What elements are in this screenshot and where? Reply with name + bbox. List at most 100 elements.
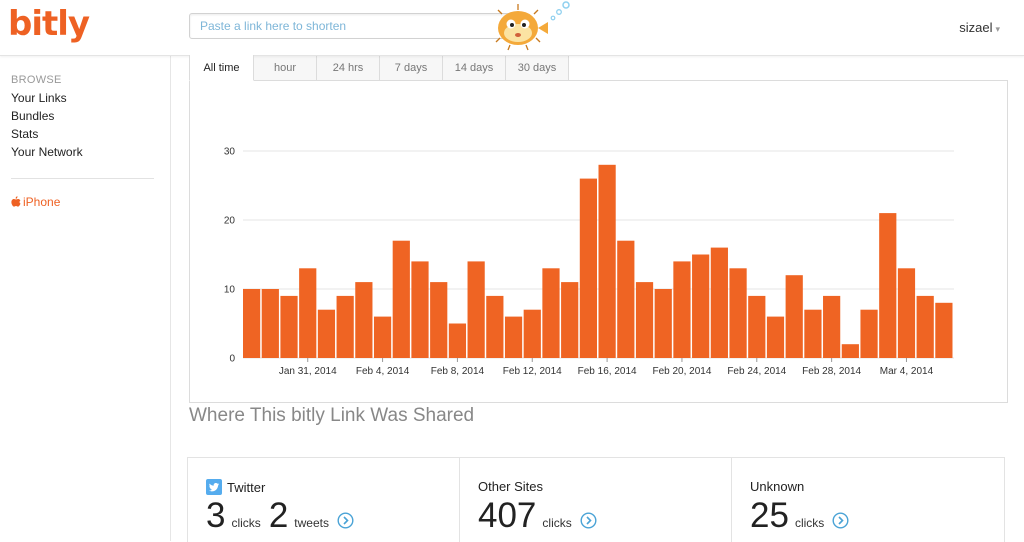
x-tick-label: Feb 8, 2014 [431,366,485,377]
chart-bar[interactable] [355,282,373,358]
chart-bar[interactable] [280,295,298,358]
y-tick-label: 0 [229,354,235,365]
chevron-down-icon: ▾ [995,24,1000,34]
x-tick-label: Mar 4, 2014 [880,366,934,377]
chart-bar[interactable] [617,240,635,358]
chart-bar[interactable] [561,282,579,358]
chart-bar[interactable] [523,309,541,358]
card-title-unknown: Unknown [750,479,805,494]
y-tick-label: 10 [224,285,236,296]
x-tick-label: Feb 24, 2014 [727,366,786,377]
chart-bar[interactable] [729,268,747,358]
chart-bar[interactable] [635,282,654,358]
chart-bar[interactable] [299,268,317,358]
user-menu[interactable]: sizael ▾ [959,20,1000,35]
chart-bar[interactable] [261,289,279,358]
sidebar-item-your-links[interactable]: Your Links [11,91,67,105]
username-label: sizael [959,20,993,35]
pufferfish-mascot-icon [495,1,570,51]
clicks-bar-chart: 0 10 20 30 Jan 31, 2014 Feb 4, 2014 Feb 8, 201… [224,147,954,377]
chart-bar[interactable] [373,316,392,358]
chart-bar[interactable] [411,261,429,358]
other-sites-details-arrow-icon[interactable] [580,512,597,534]
twitter-clicks-value: 3 [206,496,226,535]
y-tick-label: 20 [224,216,236,227]
twitter-tweets-value: 2 [268,496,289,535]
tab-30-days[interactable]: 30 days [505,55,569,81]
x-tick-label: Feb 20, 2014 [652,366,711,377]
tab-24-hrs[interactable]: 24 hrs [316,55,380,81]
chart-bar[interactable] [766,316,785,358]
chart-bar[interactable] [860,309,878,358]
chart-bar[interactable] [336,295,354,358]
chart-bar[interactable] [392,240,410,358]
chart-bar[interactable] [710,247,728,358]
chart-bar[interactable] [486,295,504,358]
twitter-tweets-label: tweets [294,516,329,530]
card-twitter: Twitter 3 clicks 2 tweets [187,458,459,542]
unknown-clicks-label: clicks [794,516,825,530]
tab-hour[interactable]: hour [253,55,317,81]
chart-bar[interactable] [542,268,560,358]
twitter-label: Twitter [227,480,266,495]
chart-bar[interactable] [243,289,261,358]
x-tick-label: Feb 16, 2014 [578,366,637,377]
sidebar-item-iphone[interactable]: iPhone [11,195,60,209]
tab-14-days[interactable]: 14 days [442,55,506,81]
x-tick-label: Feb 28, 2014 [802,366,861,377]
sidebar-item-your-network[interactable]: Your Network [11,145,83,159]
sidebar-item-stats[interactable]: Stats [11,127,39,141]
chart-bar[interactable] [317,309,336,358]
bitly-logo[interactable]: bitly [8,4,90,44]
chart-bar[interactable] [804,309,822,358]
sidebar-divider [11,178,154,179]
iphone-label: iPhone [23,195,61,209]
x-tick-label: Jan 31, 2014 [279,366,337,377]
unknown-stats: 25 clicks [750,496,849,536]
chart-bar[interactable] [504,316,523,358]
other-sites-clicks-value: 407 [478,496,537,535]
chart-bar[interactable] [448,323,467,359]
sidebar-heading-browse: BROWSE [11,74,62,86]
twitter-clicks-label: clicks [231,516,261,530]
twitter-details-arrow-icon[interactable] [337,512,354,534]
chart-bar[interactable] [598,164,616,358]
shared-section-title: Where This bitly Link Was Shared [189,405,475,426]
y-tick-label: 30 [224,147,236,158]
card-title-other-sites: Other Sites [478,479,544,494]
x-tick-label: Feb 12, 2014 [503,366,562,377]
chart-bar[interactable] [935,302,953,358]
card-unknown: Unknown 25 clicks [731,458,1005,542]
chart-bar[interactable] [467,261,485,358]
chart-bar[interactable] [654,289,672,358]
twitter-stats: 3 clicks 2 tweets [206,496,354,536]
chart-bar[interactable] [430,282,448,358]
unknown-clicks-value: 25 [750,496,789,535]
chart-bar[interactable] [748,295,766,358]
chart-bar[interactable] [673,261,691,358]
chart-bar[interactable] [841,344,859,358]
chart-bar[interactable] [916,295,934,358]
chart-bar[interactable] [785,275,803,358]
other-sites-clicks-label: clicks [542,516,572,530]
chart-bar[interactable] [897,268,916,358]
clicks-chart-panel: 0 10 20 30 Jan 31, 2014 Feb 4, 2014 Feb 8, 201… [189,80,1008,403]
sidebar: BROWSE Your Links Bundles Stats Your Net… [0,56,171,541]
chart-bar[interactable] [692,254,710,359]
tab-all-time[interactable]: All time [189,55,254,81]
apple-icon [11,196,21,207]
sidebar-item-bundles[interactable]: Bundles [11,109,55,123]
unknown-details-arrow-icon[interactable] [832,512,849,534]
chart-bar[interactable] [579,178,597,358]
shared-stats-cards: Twitter 3 clicks 2 tweets Other Sites 407 cl… [187,457,1005,542]
twitter-icon [206,479,222,495]
other-sites-stats: 407 clicks [478,496,597,536]
tab-7-days[interactable]: 7 days [379,55,443,81]
chart-bar[interactable] [823,295,841,358]
top-header: bitly sizael▾ [0,0,1024,56]
chart-bar[interactable] [879,213,897,358]
shorten-link-input[interactable] [189,13,519,39]
card-title-twitter: Twitter [206,479,265,495]
card-other-sites: Other Sites 407 clicks [459,458,731,542]
x-tick-label: Feb 4, 2014 [356,366,410,377]
